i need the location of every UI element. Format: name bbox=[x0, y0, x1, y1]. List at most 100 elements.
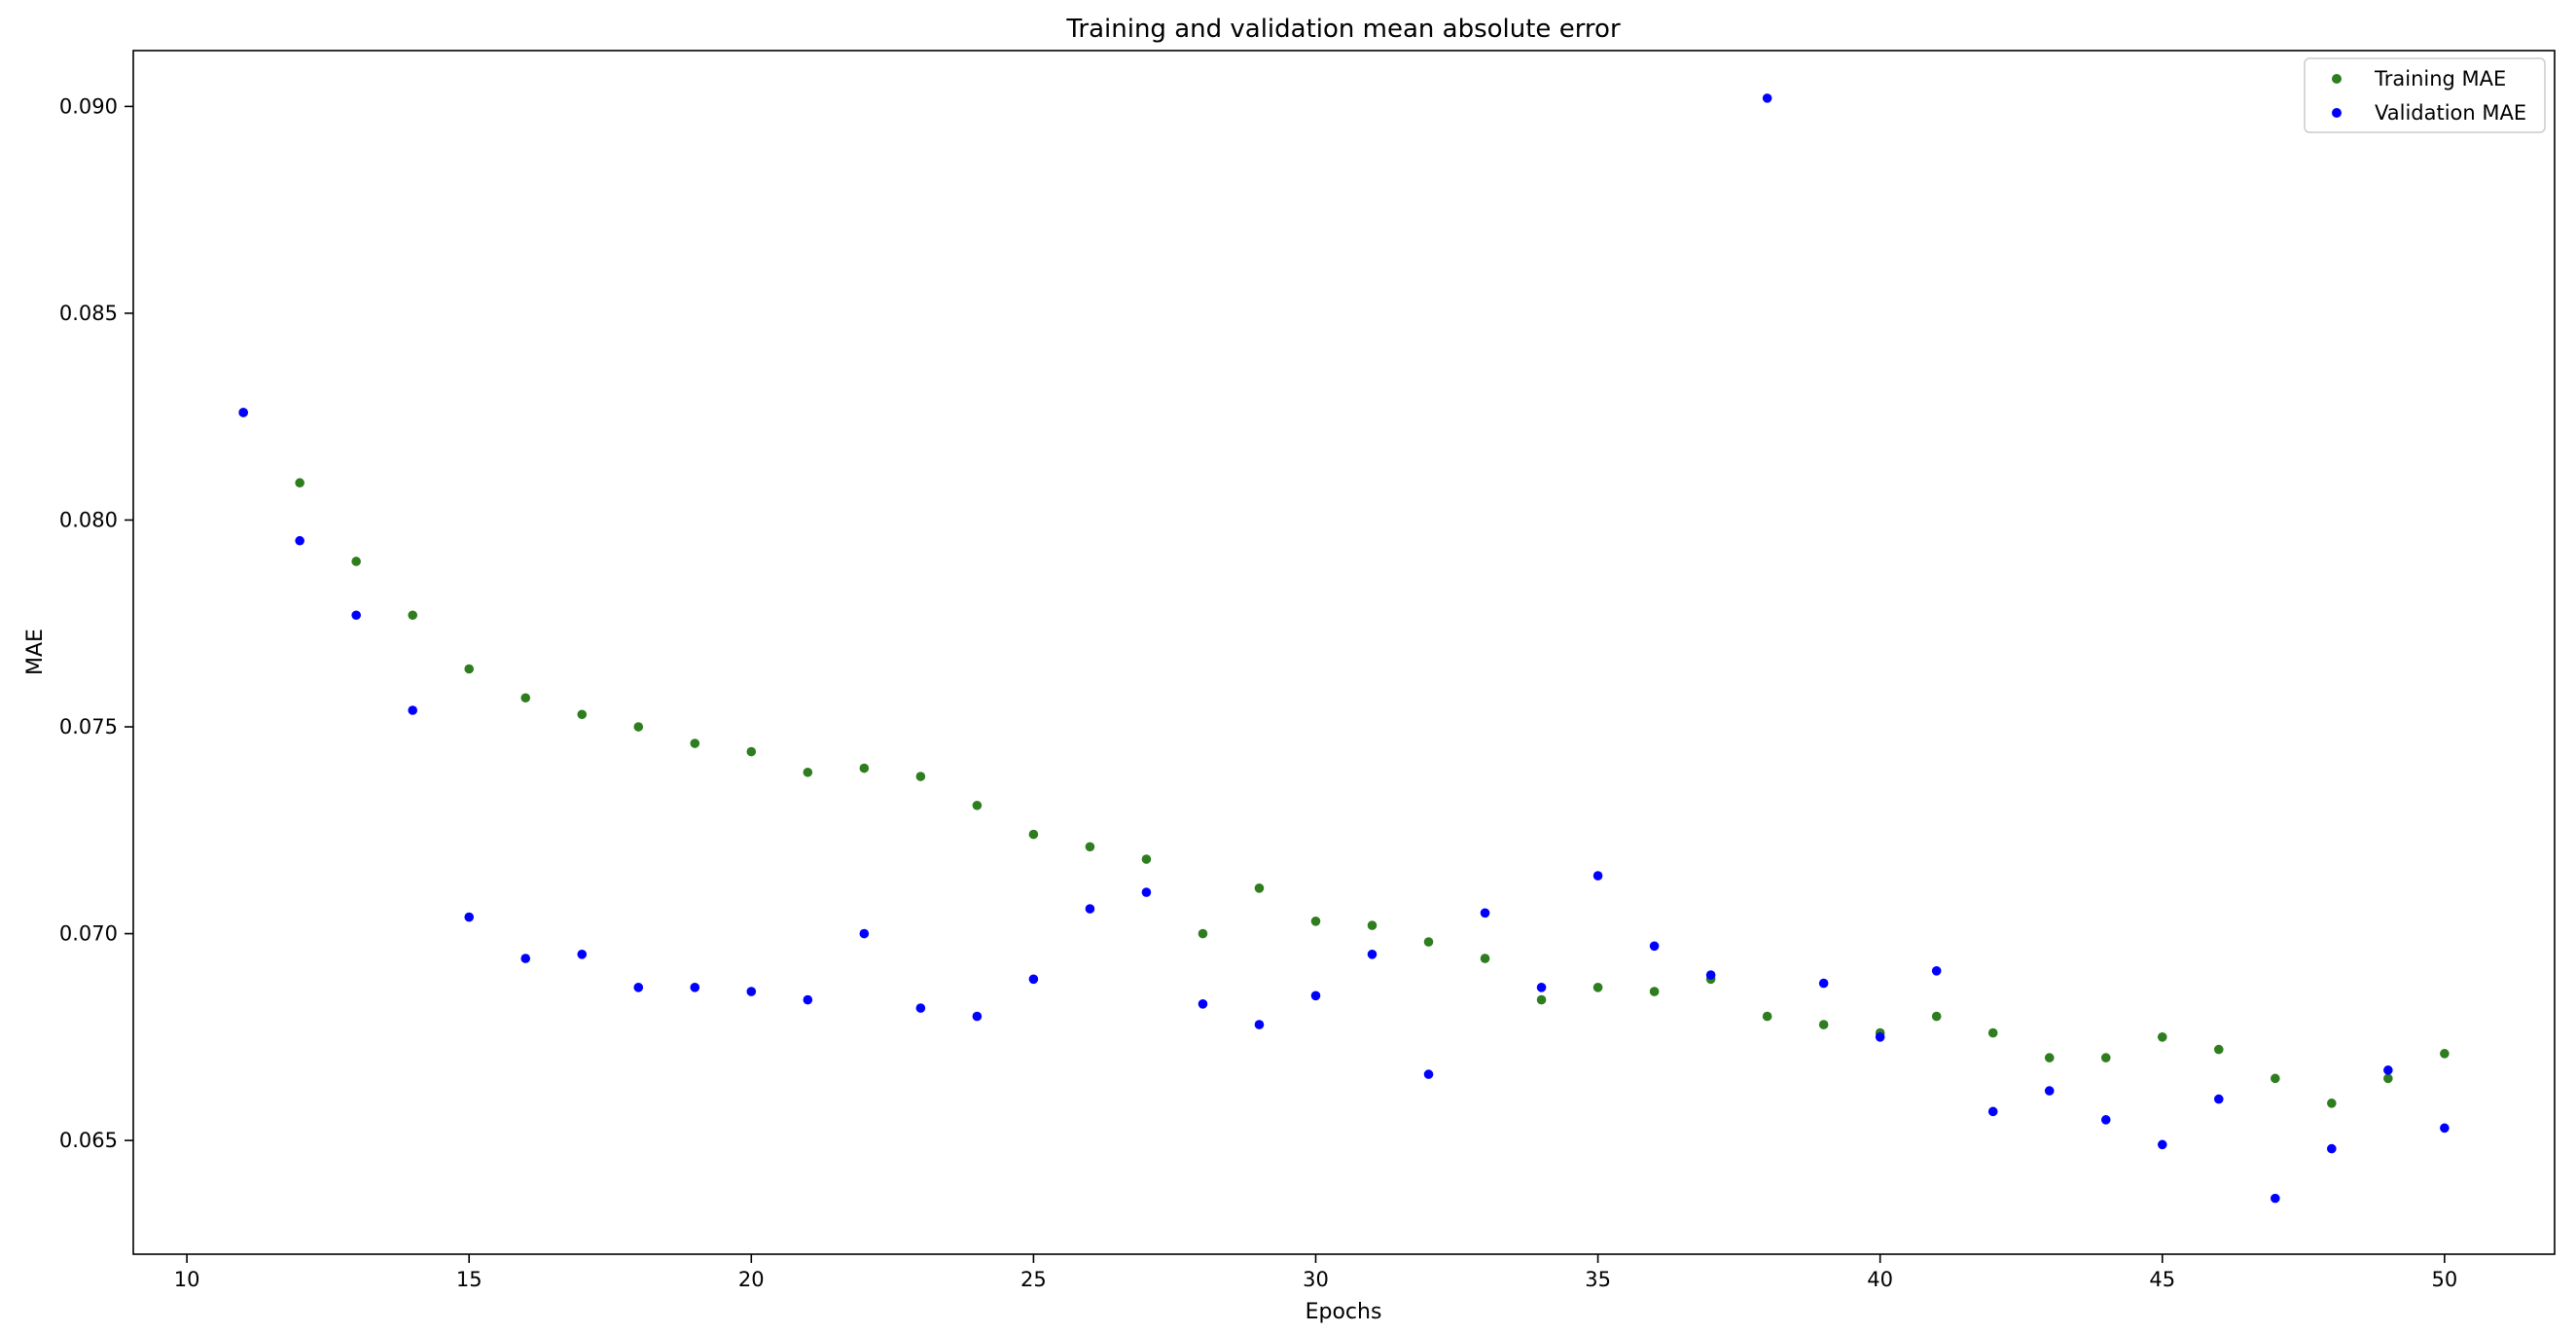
data-point-training-mae bbox=[408, 610, 417, 621]
data-point-training-mae bbox=[1536, 994, 1547, 1005]
plot-area-frame bbox=[132, 50, 2556, 1255]
data-point-training-mae bbox=[2157, 1032, 2167, 1042]
data-point-validation-mae bbox=[1875, 1032, 1885, 1042]
data-point-training-mae bbox=[2383, 1073, 2393, 1084]
x-tick-label: 40 bbox=[1867, 1268, 1893, 1291]
data-point-training-mae bbox=[1367, 920, 1377, 930]
data-point-validation-mae bbox=[1254, 1020, 1265, 1029]
data-point-validation-mae bbox=[1987, 1106, 1998, 1117]
data-point-validation-mae bbox=[803, 994, 813, 1005]
x-tick-label: 30 bbox=[1303, 1268, 1329, 1291]
data-point-validation-mae bbox=[2271, 1193, 2280, 1204]
data-point-training-mae bbox=[803, 767, 813, 777]
data-point-validation-mae bbox=[1649, 941, 1660, 952]
data-point-training-mae bbox=[1310, 917, 1321, 926]
data-point-training-mae bbox=[915, 772, 926, 781]
data-point-training-mae bbox=[1141, 854, 1152, 864]
data-point-training-mae bbox=[1592, 983, 1603, 992]
x-tick-label: 35 bbox=[1585, 1268, 1611, 1291]
data-point-training-mae bbox=[859, 763, 870, 774]
data-point-validation-mae bbox=[1536, 983, 1547, 992]
data-point-validation-mae bbox=[520, 954, 531, 963]
data-point-training-mae bbox=[1028, 829, 1039, 840]
data-point-training-mae bbox=[1762, 1011, 1772, 1022]
data-point-training-mae bbox=[1931, 1011, 1942, 1022]
data-point-training-mae bbox=[633, 722, 644, 732]
x-tick-label: 45 bbox=[2149, 1268, 2175, 1291]
legend-label-training: Training MAE bbox=[2374, 67, 2506, 90]
y-axis-ticks: 0.065 0.070 0.075 0.080 0.085 0.090 bbox=[59, 94, 133, 1152]
data-point-training-mae bbox=[746, 746, 757, 757]
data-point-validation-mae bbox=[2213, 1094, 2224, 1104]
data-point-training-mae bbox=[1987, 1027, 1998, 1038]
x-tick-label: 15 bbox=[456, 1268, 483, 1291]
chart-title: Training and validation mean absolute er… bbox=[1065, 15, 1621, 44]
data-point-training-mae bbox=[690, 739, 700, 748]
legend-marker-validation bbox=[2332, 108, 2342, 118]
data-point-training-mae bbox=[464, 664, 475, 674]
data-point-validation-mae bbox=[2440, 1123, 2450, 1134]
legend: Training MAE Validation MAE bbox=[2304, 57, 2546, 133]
data-point-validation-mae bbox=[1423, 1069, 1434, 1079]
data-point-validation-mae bbox=[408, 705, 417, 715]
data-point-training-mae bbox=[351, 557, 361, 566]
data-point-training-mae bbox=[295, 478, 304, 488]
y-tick-label: 0.080 bbox=[59, 508, 118, 531]
data-point-validation-mae bbox=[1085, 904, 1095, 914]
data-point-validation-mae bbox=[1367, 950, 1377, 959]
data-point-validation-mae bbox=[464, 912, 475, 922]
legend-box bbox=[2304, 57, 2546, 133]
y-tick-label: 0.085 bbox=[59, 302, 118, 325]
data-point-validation-mae bbox=[859, 928, 870, 939]
x-axis-ticks: 10 15 20 25 30 35 40 45 50 bbox=[174, 1254, 2457, 1291]
x-axis-label: Epochs bbox=[1306, 1300, 1382, 1324]
data-point-training-mae bbox=[2044, 1053, 2055, 1063]
data-point-training-mae bbox=[1085, 842, 1095, 852]
data-point-training-mae bbox=[577, 709, 588, 720]
data-point-validation-mae bbox=[295, 535, 304, 546]
data-point-validation-mae bbox=[351, 610, 361, 621]
data-point-validation-mae bbox=[972, 1011, 983, 1022]
y-tick-label: 0.070 bbox=[59, 922, 118, 946]
y-tick-label: 0.075 bbox=[59, 715, 118, 739]
data-point-training-mae bbox=[2271, 1073, 2280, 1084]
data-point-validation-mae bbox=[690, 983, 700, 992]
data-point-validation-mae bbox=[633, 983, 644, 992]
legend-label-validation: Validation MAE bbox=[2375, 101, 2526, 125]
x-tick-label: 20 bbox=[738, 1268, 765, 1291]
data-point-validation-mae bbox=[1931, 966, 1942, 976]
data-point-training-mae bbox=[1480, 954, 1490, 963]
data-point-validation-mae bbox=[577, 950, 588, 959]
data-point-training-mae bbox=[2440, 1049, 2450, 1059]
data-points bbox=[238, 93, 2450, 1204]
data-point-training-mae bbox=[972, 800, 983, 811]
legend-marker-training bbox=[2332, 74, 2342, 84]
data-point-training-mae bbox=[1423, 937, 1434, 947]
data-point-validation-mae bbox=[2327, 1143, 2337, 1154]
x-tick-label: 25 bbox=[1020, 1268, 1047, 1291]
y-tick-label: 0.090 bbox=[59, 94, 118, 118]
data-point-validation-mae bbox=[1310, 991, 1321, 1001]
data-point-training-mae bbox=[2100, 1053, 2111, 1063]
data-point-training-mae bbox=[2327, 1099, 2337, 1108]
y-axis-label: MAE bbox=[23, 629, 48, 675]
data-point-validation-mae bbox=[1762, 93, 1772, 103]
data-point-validation-mae bbox=[2100, 1115, 2111, 1125]
data-point-validation-mae bbox=[1198, 999, 1208, 1009]
data-point-validation-mae bbox=[1480, 908, 1490, 919]
data-point-validation-mae bbox=[1818, 978, 1829, 989]
data-point-validation-mae bbox=[1592, 871, 1603, 881]
data-point-validation-mae bbox=[238, 408, 248, 417]
data-point-training-mae bbox=[2213, 1044, 2224, 1055]
y-tick-label: 0.065 bbox=[59, 1129, 118, 1152]
data-point-training-mae bbox=[1254, 883, 1265, 893]
x-tick-label: 50 bbox=[2431, 1268, 2457, 1291]
data-point-validation-mae bbox=[1028, 974, 1039, 985]
data-point-validation-mae bbox=[915, 1003, 926, 1013]
data-point-validation-mae bbox=[1141, 887, 1152, 897]
data-point-training-mae bbox=[520, 693, 531, 703]
data-point-validation-mae bbox=[2157, 1139, 2167, 1150]
data-point-validation-mae bbox=[746, 987, 757, 996]
